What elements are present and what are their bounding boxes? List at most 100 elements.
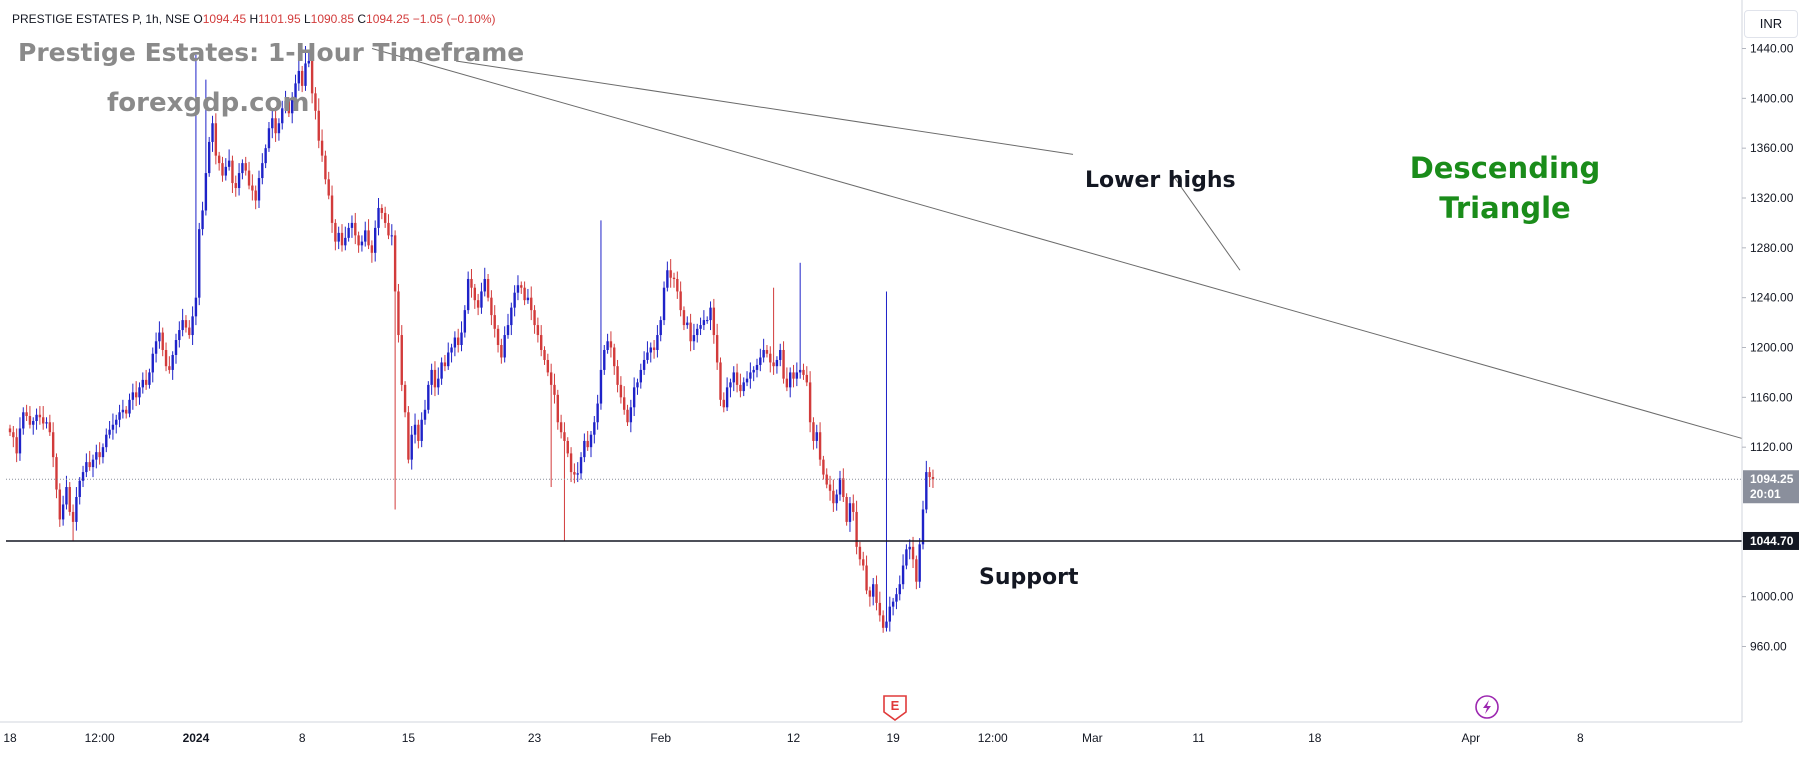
candle-body[interactable]	[297, 70, 301, 84]
candle-body[interactable]	[719, 362, 722, 400]
candle-body[interactable]	[516, 285, 520, 293]
candle-body[interactable]	[105, 434, 108, 448]
symbol-info[interactable]: PRESTIGE ESTATES P, 1h, NSE O1094.45 H11…	[12, 12, 496, 26]
candle-body[interactable]	[749, 372, 752, 379]
candle-body[interactable]	[390, 235, 393, 237]
candle-body[interactable]	[35, 414, 38, 422]
candle-body[interactable]	[131, 392, 135, 400]
candle-body[interactable]	[676, 278, 679, 292]
candle-body[interactable]	[480, 291, 483, 308]
candle-body[interactable]	[367, 230, 370, 246]
upper-trendline[interactable]	[455, 60, 1074, 155]
candle-body[interactable]	[752, 369, 755, 373]
candle-body[interactable]	[264, 148, 267, 164]
candle-body[interactable]	[58, 489, 61, 520]
candle-body[interactable]	[798, 369, 802, 373]
candle-body[interactable]	[928, 472, 931, 478]
candle-body[interactable]	[732, 372, 735, 383]
candle-body[interactable]	[792, 372, 795, 379]
candle-body[interactable]	[563, 432, 566, 441]
candle-body[interactable]	[466, 278, 470, 311]
candle-body[interactable]	[370, 245, 374, 253]
candle-body[interactable]	[576, 473, 579, 475]
candle-body[interactable]	[271, 118, 274, 129]
candle-body[interactable]	[686, 322, 689, 326]
candle-body[interactable]	[805, 374, 808, 383]
candle-body[interactable]	[287, 100, 291, 114]
candle-body[interactable]	[742, 382, 745, 392]
candle-body[interactable]	[672, 277, 676, 279]
candle-body[interactable]	[855, 511, 858, 547]
candle-body[interactable]	[891, 601, 895, 607]
candle-body[interactable]	[261, 163, 264, 179]
candle-body[interactable]	[227, 160, 231, 167]
candle-body[interactable]	[865, 565, 868, 591]
candle-body[interactable]	[785, 378, 789, 388]
candle-body[interactable]	[692, 335, 696, 342]
candle-body[interactable]	[377, 207, 380, 228]
candle-body[interactable]	[875, 584, 878, 603]
candle-body[interactable]	[231, 160, 234, 184]
candle-body[interactable]	[201, 210, 204, 230]
candle-body[interactable]	[573, 472, 576, 475]
candle-body[interactable]	[872, 584, 875, 597]
candle-body[interactable]	[642, 359, 646, 370]
candle-body[interactable]	[632, 387, 636, 408]
candle-body[interactable]	[613, 347, 616, 367]
candle-body[interactable]	[51, 432, 55, 458]
candle-body[interactable]	[818, 432, 822, 460]
candle-body[interactable]	[888, 606, 891, 622]
candle-body[interactable]	[347, 227, 350, 238]
candle-body[interactable]	[45, 422, 48, 424]
candle-body[interactable]	[729, 382, 732, 388]
candle-body[interactable]	[174, 340, 178, 355]
candle-body[interactable]	[506, 325, 510, 336]
candle-body[interactable]	[895, 594, 898, 602]
candle-body[interactable]	[234, 183, 237, 189]
candle-body[interactable]	[566, 440, 569, 454]
candle-body[interactable]	[689, 322, 692, 342]
candle-body[interactable]	[430, 369, 433, 385]
candle-body[interactable]	[168, 366, 171, 370]
candle-body[interactable]	[403, 384, 407, 413]
candle-body[interactable]	[696, 328, 699, 336]
candle-body[interactable]	[832, 490, 835, 504]
candle-body[interactable]	[646, 352, 649, 360]
candle-body[interactable]	[98, 452, 101, 458]
candle-body[interactable]	[593, 422, 596, 435]
candle-body[interactable]	[463, 310, 467, 333]
candle-body[interactable]	[284, 100, 287, 109]
candle-body[interactable]	[789, 372, 792, 388]
candle-body[interactable]	[536, 325, 540, 336]
candle-body[interactable]	[340, 232, 344, 246]
candle-body[interactable]	[722, 399, 725, 408]
candle-body[interactable]	[397, 291, 400, 336]
candle-body[interactable]	[659, 320, 662, 336]
candle-body[interactable]	[161, 332, 164, 350]
candle-body[interactable]	[652, 347, 656, 350]
candle-body[interactable]	[427, 384, 430, 410]
candle-body[interactable]	[616, 366, 619, 385]
candle-body[interactable]	[221, 163, 224, 176]
candle-body[interactable]	[762, 349, 765, 358]
candle-body[interactable]	[639, 369, 642, 383]
candle-body[interactable]	[510, 307, 513, 326]
candle-body[interactable]	[812, 422, 815, 441]
candle-body[interactable]	[413, 424, 417, 435]
candle-body[interactable]	[211, 123, 214, 142]
candle-body[interactable]	[540, 335, 543, 350]
candle-body[interactable]	[65, 487, 68, 505]
candle-body[interactable]	[237, 173, 241, 189]
candle-body[interactable]	[822, 459, 825, 475]
candle-body[interactable]	[918, 544, 921, 582]
candle-body[interactable]	[357, 235, 360, 246]
candle-body[interactable]	[596, 403, 599, 423]
candle-body[interactable]	[496, 328, 500, 346]
candle-body[interactable]	[898, 584, 901, 595]
candle-body[interactable]	[61, 504, 65, 520]
candle-body[interactable]	[759, 357, 762, 365]
candle-body[interactable]	[769, 353, 772, 363]
candle-body[interactable]	[241, 163, 244, 174]
candle-body[interactable]	[682, 310, 686, 326]
